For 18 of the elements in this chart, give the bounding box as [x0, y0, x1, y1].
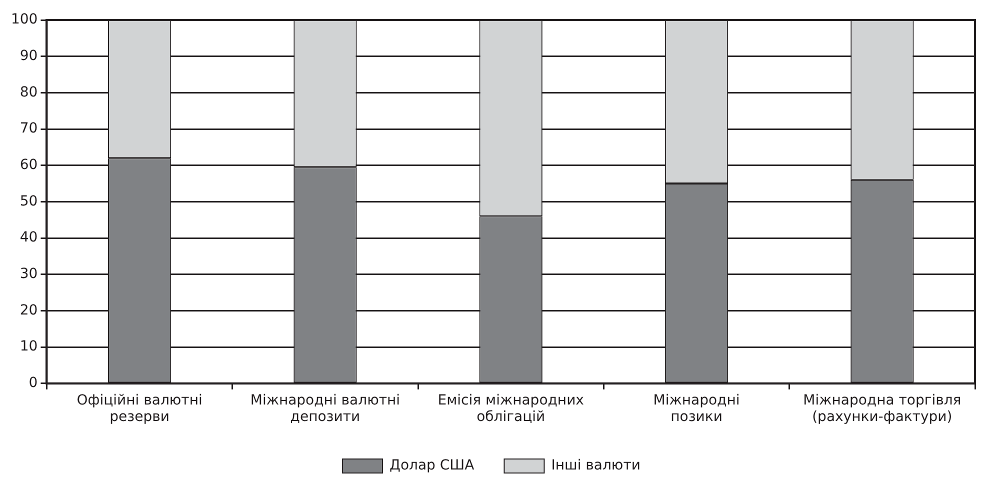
x-tick-label: Міжнародні валютні депозити [250, 392, 400, 426]
legend-label: Інші валюти [551, 458, 640, 474]
y-tick-label: 100 [10, 12, 38, 28]
y-tick-label: 30 [20, 266, 38, 282]
legend-label: Долар США [390, 458, 475, 474]
x-tick-label: Емісія міжнародних облігацій [438, 392, 584, 426]
x-tick-label: Міжнародна торгівля (рахунки-фактури) [803, 392, 962, 426]
y-tick-label: 0 [28, 375, 38, 392]
y-tick-label: 10 [20, 338, 38, 355]
y-tick-label: 40 [20, 230, 38, 246]
y-tick-label: 80 [20, 84, 38, 100]
y-tick-label: 60 [20, 157, 38, 173]
y-tick-label: 50 [20, 193, 38, 210]
x-tick-label: Міжнародні позики [653, 392, 740, 426]
y-tick-label: 90 [20, 48, 38, 64]
y-tick-label: 70 [20, 120, 38, 137]
y-tick-label: 20 [20, 302, 38, 318]
x-tick-label: Офіційні валютні резерви [76, 392, 202, 426]
